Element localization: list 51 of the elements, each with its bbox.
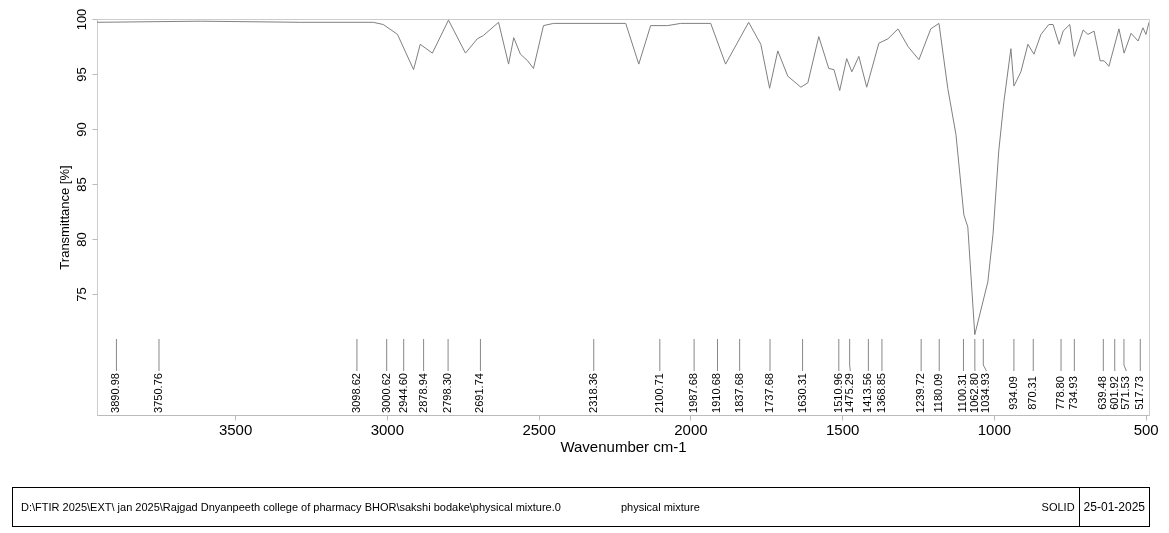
text: 25-01-2025 (1078, 488, 1149, 526)
text: physical mixture (620, 501, 700, 513)
ref-line-label: 601.92 (1107, 376, 1120, 410)
ref-line-label: 1910.68 (710, 373, 723, 413)
ref-line-label: 1630.31 (795, 373, 808, 413)
x-tick-label: 2500 (522, 420, 556, 438)
y-axis-title: Transmittance [%] (56, 165, 72, 270)
ref-line-label: 2100.71 (652, 373, 665, 413)
ref-line-label: 778.80 (1054, 376, 1067, 410)
y-tick-label: 90 (73, 122, 89, 137)
ref-line-label: 1062.80 (967, 373, 980, 413)
x-tick-label: 1500 (825, 420, 860, 438)
ref-line-label: 2691.74 (473, 373, 486, 413)
ref-line-label: 1034.93 (979, 373, 992, 413)
x-tick-label: 1000 (977, 420, 1012, 438)
ref-line-label: 639.48 (1096, 376, 1109, 410)
ref-line-label: 2878.94 (416, 373, 429, 413)
ref-line-label: 1987.68 (687, 373, 700, 413)
x-axis-title: Wavenumber cm-1 (560, 437, 687, 455)
y-tick-label: 75 (73, 287, 89, 302)
y-tick-label: 95 (73, 67, 89, 82)
x-tick-label: 3000 (370, 420, 405, 438)
ref-line-label: 1837.68 (732, 373, 745, 413)
ref-line-label: 571.53 (1119, 376, 1132, 410)
ref-line-label: 3098.62 (349, 373, 362, 413)
ref-line-label: 2944.60 (396, 373, 409, 413)
ref-line-label: 1100.31 (956, 373, 969, 413)
ref-line-label: 3000.62 (379, 373, 392, 413)
ref-line-label: 870.31 (1026, 376, 1039, 410)
ref-line-label: 1737.68 (763, 373, 775, 413)
text: SOLID (1041, 501, 1076, 513)
x-tick-label: 3500 (218, 420, 253, 438)
ref-line-label: 3750.76 (151, 373, 164, 413)
x-tick-label: 2000 (674, 420, 708, 438)
ref-line-label: 517.73 (1133, 376, 1146, 410)
y-tick-label: 80 (73, 232, 89, 247)
ref-line-label: 2318.36 (586, 373, 599, 413)
ref-line-label: 1413.56 (861, 373, 874, 413)
ref-line-label: 1368.85 (874, 373, 887, 413)
text: D:\FTIR 2025\EXT\ jan 2025\Rajgad Dnyanpeeth college of pharmacy BHOR\sakshi bodake\physical mixture.0 (21, 501, 561, 513)
y-tick-label: 85 (73, 177, 89, 192)
ref-line-label: 3890.98 (109, 373, 122, 413)
ref-line-label: 2798.30 (441, 373, 454, 413)
ref-line-label: 1180.09 (932, 373, 945, 413)
ref-line-label: 1239.72 (914, 373, 927, 413)
x-tick-label: 500 (1133, 420, 1159, 438)
ref-line-label: 734.93 (1067, 376, 1080, 410)
y-tick-label: 100 (73, 8, 89, 31)
ref-line-label: 934.09 (1006, 376, 1019, 410)
ref-line-label: 1475.29 (843, 373, 856, 413)
ref-line-label: 1510.96 (831, 373, 844, 413)
